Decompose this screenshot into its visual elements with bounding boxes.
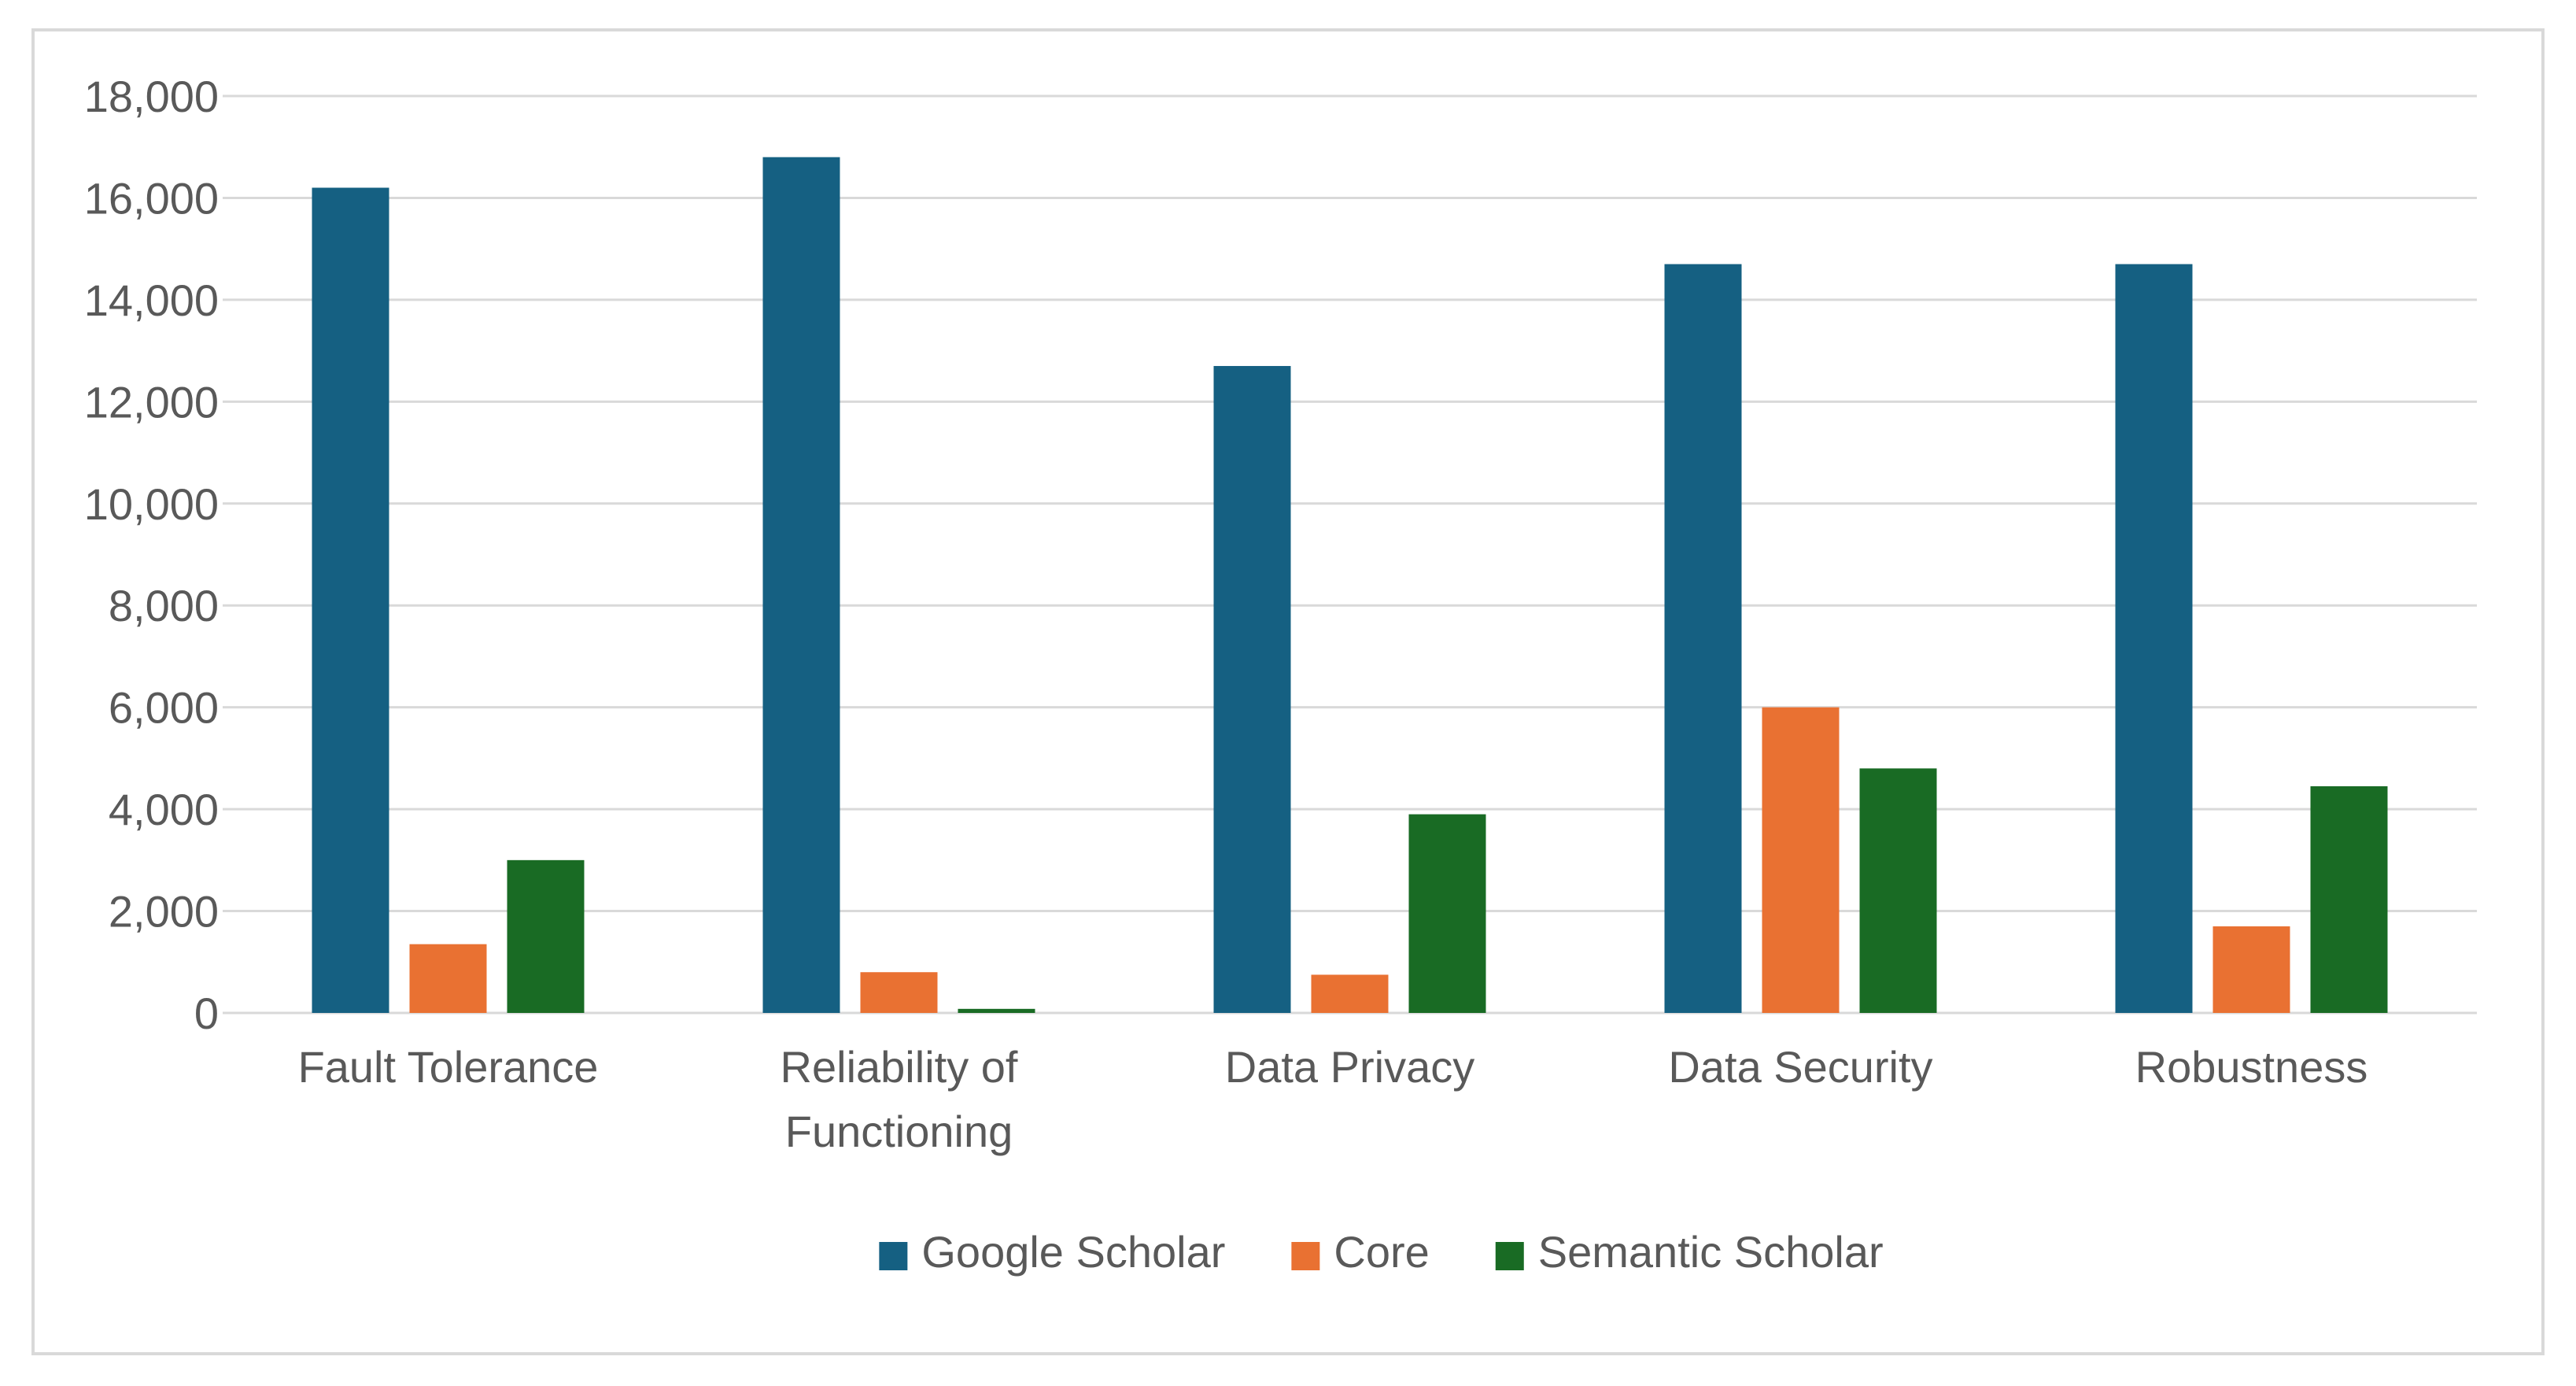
y-tick-label: 0 bbox=[194, 989, 219, 1038]
legend-label: Core bbox=[1334, 1227, 1429, 1277]
x-category-label-line: Reliability of bbox=[781, 1042, 1018, 1092]
gridlines bbox=[223, 94, 2477, 1015]
x-category-label-line: Data Security bbox=[1668, 1042, 1932, 1092]
y-tick-label: 2,000 bbox=[109, 887, 219, 937]
bar-core-fault-tolerance bbox=[409, 944, 487, 1013]
x-category-label: Fault Tolerance bbox=[298, 1042, 599, 1092]
bar-core-robustness bbox=[2212, 926, 2290, 1013]
legend-label: Google Scholar bbox=[921, 1227, 1225, 1277]
bar-core-data-privacy bbox=[1311, 974, 1389, 1013]
bar-semantic-scholar-reliability-of-functioning bbox=[958, 1008, 1035, 1013]
x-category-label-line: Robustness bbox=[2135, 1042, 2368, 1092]
legend-swatch bbox=[879, 1242, 908, 1270]
bar-semantic-scholar-data-privacy bbox=[1408, 814, 1486, 1013]
bar-semantic-scholar-data-security bbox=[1859, 768, 1937, 1013]
x-category-label: Data Security bbox=[1668, 1042, 1932, 1092]
bar-core-reliability-of-functioning bbox=[860, 972, 938, 1013]
bar-semantic-scholar-robustness bbox=[2310, 785, 2388, 1013]
bar-google-scholar-robustness bbox=[2115, 264, 2193, 1013]
bar-semantic-scholar-fault-tolerance bbox=[507, 859, 585, 1013]
bars bbox=[312, 157, 2388, 1014]
legend-item: Google Scholar bbox=[879, 1227, 1225, 1277]
x-category-label: Robustness bbox=[2135, 1042, 2368, 1092]
x-category-label-line: Functioning bbox=[785, 1107, 1013, 1156]
bar-core-data-security bbox=[1762, 707, 1840, 1013]
y-tick-label: 6,000 bbox=[109, 683, 219, 733]
x-category-label: Data Privacy bbox=[1225, 1042, 1474, 1092]
x-category-label-line: Data Privacy bbox=[1225, 1042, 1474, 1092]
bar-google-scholar-data-security bbox=[1664, 264, 1742, 1013]
y-tick-label: 8,000 bbox=[109, 581, 219, 630]
x-category-label: Reliability of Functioning bbox=[781, 1042, 1018, 1156]
bar-google-scholar-reliability-of-functioning bbox=[762, 157, 840, 1014]
y-tick-label: 16,000 bbox=[84, 173, 219, 223]
legend-label: Semantic Scholar bbox=[1538, 1227, 1884, 1277]
legend: Google Scholar Core Semantic Scholar bbox=[879, 1227, 1884, 1277]
y-tick-label: 18,000 bbox=[84, 72, 219, 121]
bar-google-scholar-data-privacy bbox=[1213, 366, 1291, 1013]
y-axis-tick-labels: 0 2,000 4,000 6,000 8,000 10,000 12,000 14,000 1… bbox=[84, 72, 219, 1038]
y-tick-label: 14,000 bbox=[84, 275, 219, 325]
x-axis-category-labels: Fault Tolerance Reliability of Functioning… bbox=[298, 1042, 2368, 1156]
legend-swatch bbox=[1495, 1242, 1524, 1270]
legend-item: Core bbox=[1291, 1227, 1430, 1277]
legend-item: Semantic Scholar bbox=[1495, 1227, 1884, 1277]
y-tick-label: 10,000 bbox=[84, 479, 219, 529]
x-category-label-line: Fault Tolerance bbox=[298, 1042, 599, 1092]
bar-google-scholar-fault-tolerance bbox=[312, 187, 389, 1013]
y-tick-label: 12,000 bbox=[84, 377, 219, 427]
legend-swatch bbox=[1291, 1242, 1320, 1270]
y-tick-label: 4,000 bbox=[109, 785, 219, 834]
